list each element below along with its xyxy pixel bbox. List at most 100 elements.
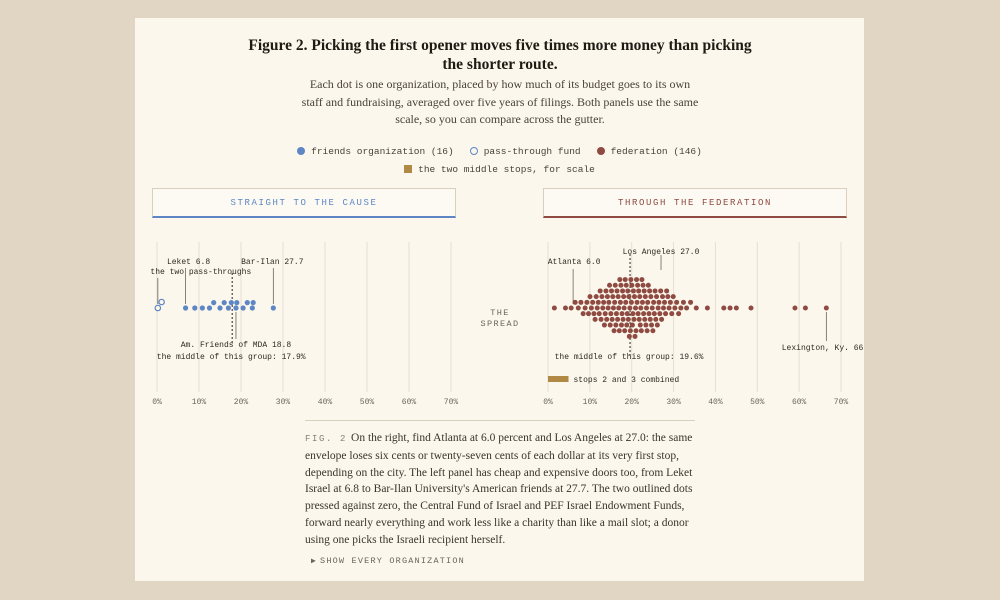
federation-dot [649,322,655,328]
federation-dot [627,305,633,311]
federation-dot [616,305,622,311]
federation-dot [612,299,618,305]
federation-dot [621,294,627,300]
federation-dot [636,316,642,322]
federation-dot [645,299,651,305]
federation-dot [642,294,648,300]
right-tick-label: 20% [625,398,640,407]
friends-dot [270,305,276,311]
federation-dot [580,311,586,317]
federation-dot [627,328,633,334]
federation-dot [562,305,568,311]
right-annotation-label: Lexington, Ky. 66.5 [782,344,864,353]
federation-dot [599,294,605,300]
federation-dot [578,299,584,305]
federation-dot [721,305,727,311]
right-annotation-label: Atlanta 6.0 [548,258,601,267]
federation-dot [605,305,611,311]
left-panel: 0% 10% 20% 30% 40% 50% 60% 70% Leket 6.8 Bar-Ilan… [150,242,458,407]
legend-federation: federation (146) [596,146,702,157]
left-tick-label: 40% [318,398,333,407]
federation-dot [618,282,624,288]
right-panel: 0% 10% 20% 30% 40% 50% 60% 70% Atlanta 6.0 Los An… [543,242,864,407]
left-tick-label: 0% [152,398,162,407]
caption-tag: FIG. 2 [305,434,348,444]
federation-dot [613,322,619,328]
federation-dot [614,288,620,294]
federation-dot [672,305,678,311]
figure-subtitle: Each dot is one organization, placed by … [301,77,699,126]
federation-dot [649,305,655,311]
federation-dot [622,328,628,334]
legend-passthrough: pass-through fund [469,145,581,157]
federation-dot [655,305,661,311]
federation-dot [704,305,710,311]
federation-dot [648,294,654,300]
federation-dot [647,288,653,294]
federation-dot [670,294,676,300]
federation-dot [680,299,686,305]
federation-dot [676,311,682,317]
right-tick-label: 50% [750,398,765,407]
legend-passthrough-label: pass-through fund [483,145,581,157]
federation-dot [639,277,645,283]
federation-dot [626,333,632,339]
left-tick-label: 10% [192,398,207,407]
federation-dot [625,316,631,322]
federation-dot [604,294,610,300]
federation-dot [551,305,557,311]
left-panel-title: STRAIGHT TO THE CAUSE [152,188,456,218]
federation-dot [621,305,627,311]
federation-dot [623,282,629,288]
federation-dot [593,294,599,300]
figure-title: Figure 2. Picking the first opener moves… [248,37,752,73]
federation-dot [650,328,656,334]
federation-dot [622,277,628,283]
federation-dot [678,305,684,311]
figure-caption: FIG. 2 On the right, find Atlanta at 6.0 … [305,420,695,549]
friends-dot [221,300,227,306]
friends-dot [211,300,217,306]
federation-dot [590,299,596,305]
federation-dot [572,299,578,305]
federation-dot [641,288,647,294]
federation-dot [630,288,636,294]
federation-dot [612,282,618,288]
federation-dot [631,316,637,322]
friends-dot [250,300,256,306]
federation-dot [642,316,648,322]
federation-dot [617,299,623,305]
federation-dot [588,305,594,311]
federation-dot [637,322,643,328]
federation-dot [644,328,650,334]
right-tick-label: 30% [666,398,681,407]
federation-dot [748,305,754,311]
federation-dot [665,294,671,300]
federation-dot [611,328,617,334]
federation-dot [606,299,612,305]
federation-dot [641,311,647,317]
federation-dot [615,294,621,300]
federation-dot [684,305,690,311]
federation-dot [584,299,590,305]
left-annotation-label: Am. Friends of MDA 18.8 [181,341,292,350]
federation-dot [640,282,646,288]
right-tick-label: 0% [543,398,553,407]
federation-dot [792,305,798,311]
federation-dot [608,311,614,317]
legend-middle-stops: the two middle stops, for scale [404,164,595,175]
federation-dot [638,305,644,311]
show-all-toggle[interactable]: ▶ SHOW EVERY ORGANIZATION [311,556,465,566]
friends-dot [217,305,223,311]
left-tick-label: 60% [402,398,417,407]
federation-dot [596,311,602,317]
right-tick-label: 10% [583,398,598,407]
passthrough-dot [154,304,162,312]
federation-dot [659,316,665,322]
friends-dot [233,305,239,311]
federation-dot [635,282,641,288]
federation-dot [647,316,653,322]
federation-dot [651,299,657,305]
legend-passthrough-swatch [469,147,478,155]
federation-dot [568,305,574,311]
